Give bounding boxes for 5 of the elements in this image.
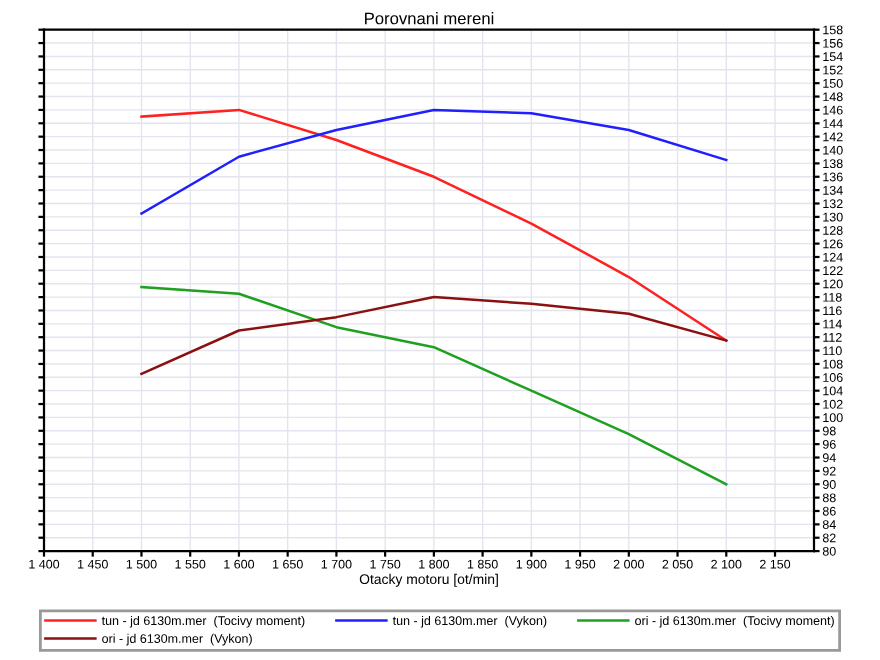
chart-title: Porovnani mereni — [365, 12, 494, 25]
line-series — [140, 108, 728, 215]
line-series — [140, 285, 728, 486]
line-series — [140, 295, 728, 376]
line-series — [140, 108, 728, 342]
